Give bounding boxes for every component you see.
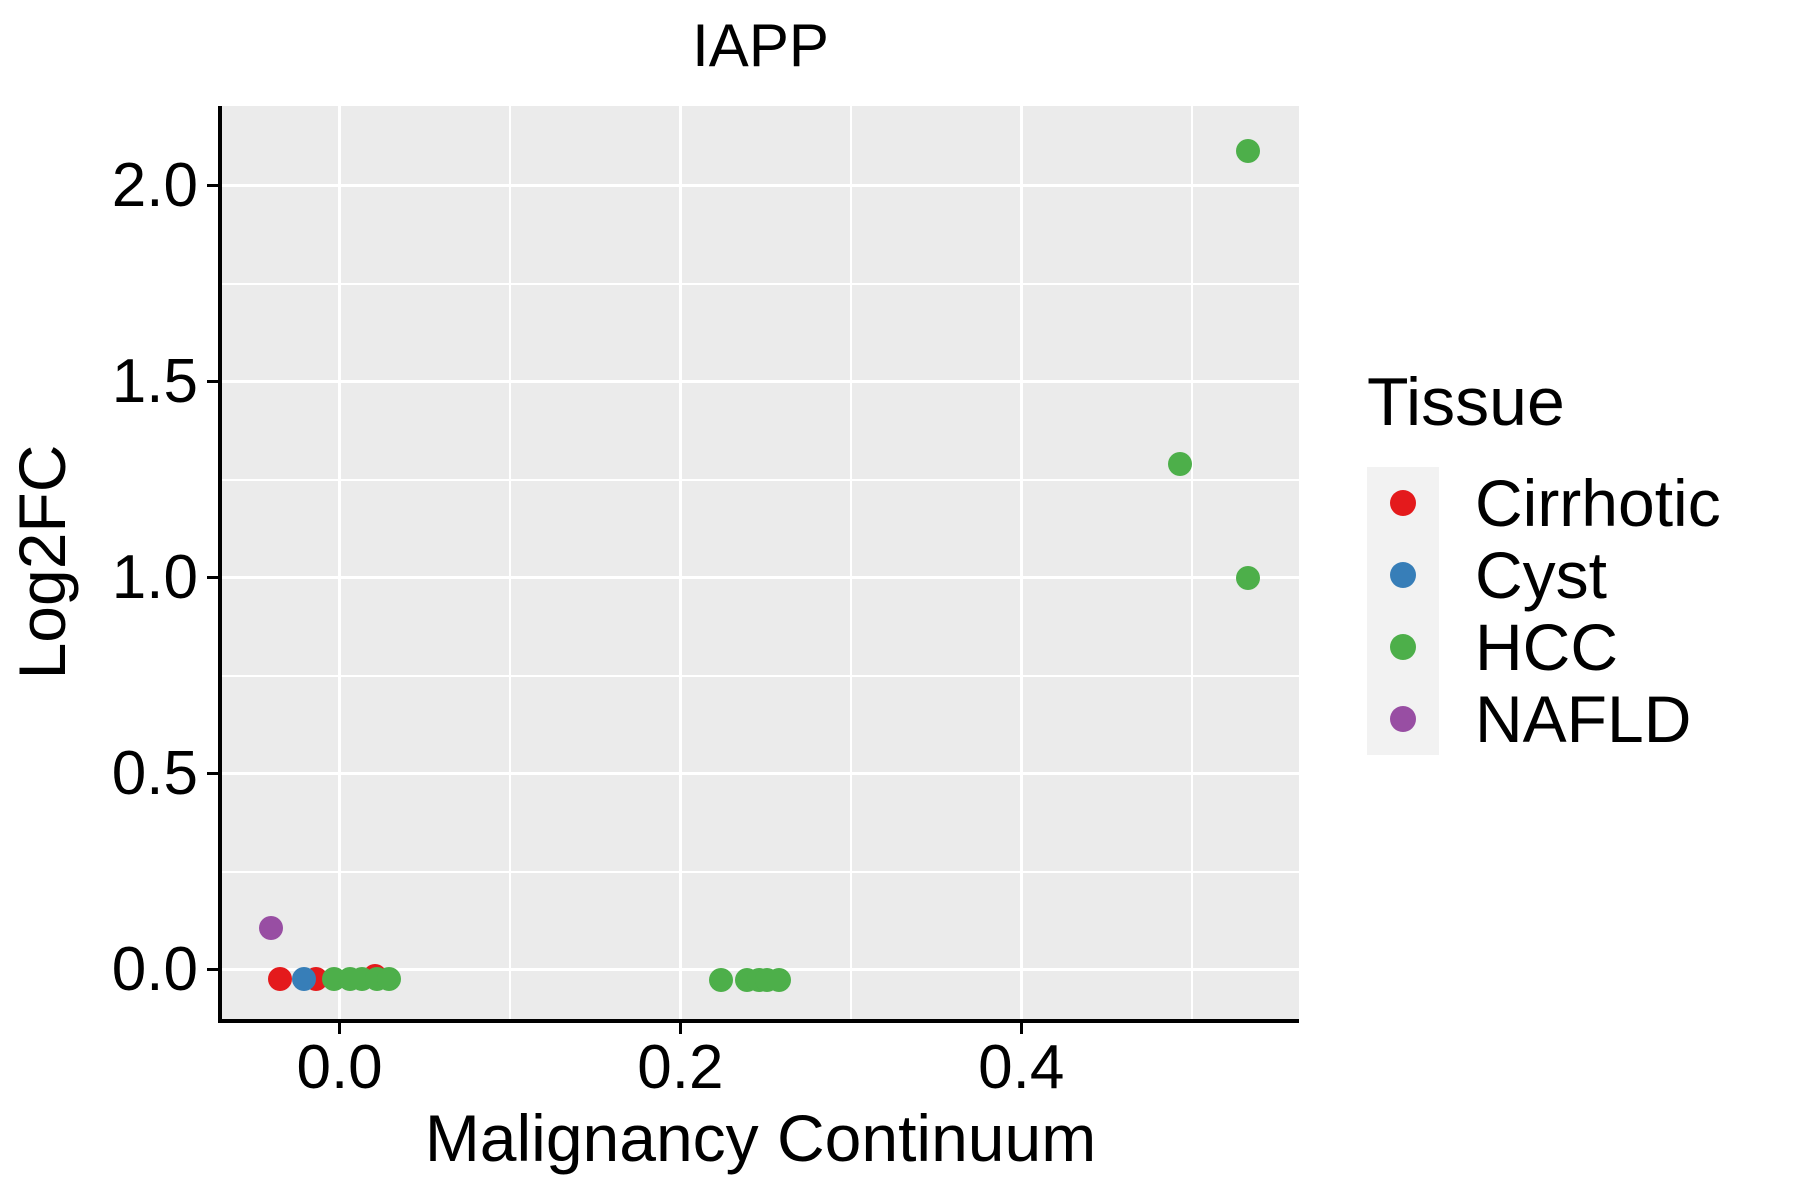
x-tick <box>1019 1023 1023 1034</box>
data-point-cyst <box>291 967 316 991</box>
legend-swatch-icon <box>1390 706 1416 732</box>
y-tick <box>207 968 218 972</box>
data-point-hcc <box>377 967 401 991</box>
y-tick-label: 0.5 <box>111 738 198 808</box>
x-minor-gridline <box>1190 106 1193 1019</box>
x-minor-gridline <box>508 106 511 1019</box>
y-tick <box>207 380 218 384</box>
data-point-cirrhotic <box>267 967 292 991</box>
data-point-hcc <box>767 968 792 993</box>
legend-items: Cirrhotic Cyst HCC NAFLD <box>1367 467 1721 755</box>
data-point-nafld <box>259 915 284 940</box>
x-axis-title: Malignancy Continuum <box>424 1101 1097 1175</box>
legend-swatch-icon <box>1390 490 1416 516</box>
x-major-gridline <box>678 106 682 1019</box>
y-axis-line <box>218 106 222 1023</box>
data-point-hcc <box>1235 565 1260 590</box>
y-tick <box>207 576 218 580</box>
legend-key <box>1367 611 1439 683</box>
legend-item-cirrhotic: Cirrhotic <box>1367 467 1721 539</box>
legend-item-label: Cirrhotic <box>1475 466 1721 540</box>
y-major-gridline <box>222 184 1299 188</box>
legend-item-nafld: NAFLD <box>1367 683 1721 755</box>
y-major-gridline <box>222 772 1299 776</box>
y-tick-label: 1.5 <box>111 346 198 416</box>
legend-key <box>1367 467 1439 539</box>
legend-item-label: Cyst <box>1475 538 1607 612</box>
x-tick-label: 0.4 <box>978 1033 1065 1102</box>
y-minor-gridline <box>222 478 1299 481</box>
legend-key <box>1367 683 1439 755</box>
x-tick <box>678 1023 682 1034</box>
legend-item-hcc: HCC <box>1367 611 1721 683</box>
x-tick <box>338 1023 342 1034</box>
y-tick-label: 1.0 <box>111 542 198 612</box>
data-point-hcc <box>709 968 734 993</box>
legend: Tissue Cirrhotic Cyst HCC NAFLD <box>1367 368 1721 755</box>
data-point-hcc <box>1167 452 1192 477</box>
y-minor-gridline <box>222 870 1299 873</box>
legend-key <box>1367 539 1439 611</box>
x-minor-gridline <box>849 106 852 1019</box>
legend-title: Tissue <box>1367 364 1565 440</box>
y-tick-label: 0.0 <box>111 934 198 1004</box>
legend-swatch-icon <box>1390 634 1416 660</box>
y-minor-gridline <box>222 282 1299 285</box>
plot-title: IAPP <box>692 12 829 79</box>
x-tick-label: 0.2 <box>637 1033 724 1102</box>
legend-swatch-icon <box>1390 562 1416 588</box>
plot-panel <box>222 106 1299 1019</box>
y-tick <box>207 184 218 188</box>
x-tick-label: 0.0 <box>296 1033 383 1102</box>
y-tick <box>207 772 218 776</box>
x-major-gridline <box>1019 106 1023 1019</box>
y-major-gridline <box>222 576 1299 580</box>
x-major-gridline <box>338 106 342 1019</box>
legend-item-label: HCC <box>1475 610 1618 684</box>
legend-item-cyst: Cyst <box>1367 539 1721 611</box>
y-tick-label: 2.0 <box>111 150 198 220</box>
legend-item-label: NAFLD <box>1475 682 1692 756</box>
data-point-hcc <box>1235 138 1260 163</box>
y-minor-gridline <box>222 674 1299 677</box>
y-major-gridline <box>222 380 1299 384</box>
x-axis-line <box>218 1019 1299 1023</box>
y-axis-title: Log2FC <box>5 444 79 680</box>
